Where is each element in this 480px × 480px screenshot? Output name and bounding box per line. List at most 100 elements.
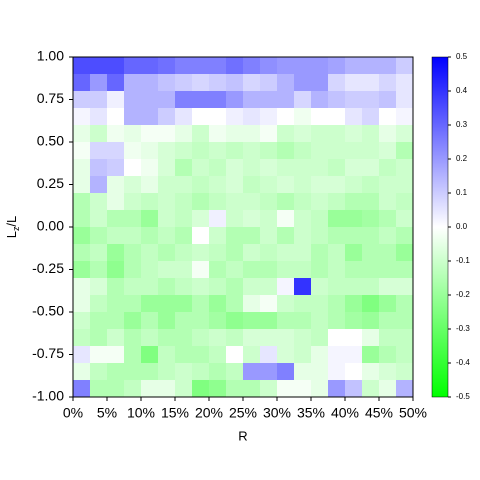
heatmap-cell [396, 363, 414, 381]
heatmap-cell [124, 159, 142, 177]
heatmap-cell [107, 210, 125, 228]
heatmap-cell [345, 312, 363, 330]
heatmap-cell [379, 227, 397, 245]
colorbar-tick-label: 0.5 [456, 52, 468, 61]
heatmap-cell [345, 91, 363, 109]
heatmap-cell [209, 346, 227, 364]
heatmap-cell [345, 346, 363, 364]
heatmap-cell [107, 261, 125, 279]
heatmap-cell [362, 193, 380, 211]
heatmap-cell [260, 380, 278, 398]
heatmap-cell [345, 142, 363, 160]
heatmap-cell [277, 91, 295, 109]
heatmap-cell [243, 193, 261, 211]
heatmap-cell [277, 74, 295, 92]
x-tick-label: 45% [365, 405, 393, 421]
heatmap-cell [396, 142, 414, 160]
heatmap-cell [192, 363, 210, 381]
heatmap-cell [175, 363, 193, 381]
heatmap-cell [158, 74, 176, 92]
heatmap-cell [90, 244, 108, 262]
heatmap-cell [277, 57, 295, 75]
heatmap-cell [107, 108, 125, 126]
heatmap-cell [175, 193, 193, 211]
heatmap-cell [379, 125, 397, 143]
heatmap-cell [362, 380, 380, 398]
heatmap-cell [277, 278, 295, 296]
heatmap-cell [90, 57, 108, 75]
heatmap-cell [175, 91, 193, 109]
heatmap-cell [226, 176, 244, 194]
heatmap-cell [277, 176, 295, 194]
heatmap-cell [107, 193, 125, 211]
heatmap-cell [141, 210, 159, 228]
heatmap-cell [90, 278, 108, 296]
heatmap-cell [209, 210, 227, 228]
heatmap-cell [328, 346, 346, 364]
heatmap-cell [294, 176, 312, 194]
heatmap-cell [141, 380, 159, 398]
heatmap-cell [379, 278, 397, 296]
heatmap-cell [328, 380, 346, 398]
heatmap-cell [345, 244, 363, 262]
heatmap-cell [328, 108, 346, 126]
heatmap-cell [379, 329, 397, 347]
heatmap-cell [192, 125, 210, 143]
heatmap-cell [379, 380, 397, 398]
heatmap-cell [141, 329, 159, 347]
heatmap-cell [396, 57, 414, 75]
heatmap-cell [124, 125, 142, 143]
heatmap-cell [209, 363, 227, 381]
heatmap-cell [345, 363, 363, 381]
heatmap-cell [107, 295, 125, 313]
heatmap-cell [311, 295, 329, 313]
heatmap-cell [362, 227, 380, 245]
heatmap-cell [192, 74, 210, 92]
heatmap-cell [141, 244, 159, 262]
heatmap-cell [243, 329, 261, 347]
heatmap-cell [175, 380, 193, 398]
heatmap-cell [260, 159, 278, 177]
heatmap-cell [124, 108, 142, 126]
heatmap-cell [124, 278, 142, 296]
x-tick-label: 20% [195, 405, 223, 421]
colorbar-tick-label: 0.3 [456, 120, 468, 129]
heatmap-cell [192, 193, 210, 211]
heatmap-cell [124, 74, 142, 92]
heatmap-cell [243, 176, 261, 194]
heatmap-cell [396, 295, 414, 313]
y-label-rest: /L [4, 216, 19, 227]
heatmap-cell [90, 295, 108, 313]
y-label-sub: z [11, 226, 21, 231]
heatmap-cell [243, 125, 261, 143]
heatmap-cell [158, 57, 176, 75]
heatmap-cell [345, 329, 363, 347]
heatmap-cell [294, 74, 312, 92]
heatmap-cell [277, 312, 295, 330]
colorbar-tick-label: -0.5 [456, 392, 470, 401]
heatmap-cell [192, 278, 210, 296]
heatmap-cell [158, 108, 176, 126]
heatmap-cell [107, 363, 125, 381]
heatmap-cell [362, 91, 380, 109]
heatmap-cell [311, 312, 329, 330]
heatmap-cell [175, 210, 193, 228]
heatmap-cell [175, 244, 193, 262]
heatmap-cell [243, 261, 261, 279]
heatmap-cell [209, 227, 227, 245]
heatmap-cell [175, 125, 193, 143]
heatmap-cell [90, 363, 108, 381]
heatmap-cell [379, 159, 397, 177]
heatmap-cell [158, 210, 176, 228]
heatmap-cell [158, 295, 176, 313]
heatmap-cell [226, 363, 244, 381]
heatmap-cell [107, 329, 125, 347]
heatmap-cell [260, 312, 278, 330]
heatmap-cell [90, 261, 108, 279]
heatmap-cell [345, 210, 363, 228]
heatmap-cell [362, 312, 380, 330]
heatmap-cell [209, 125, 227, 143]
heatmap-cell [73, 380, 91, 398]
heatmap-cell [73, 295, 91, 313]
heatmap-cell [175, 108, 193, 126]
